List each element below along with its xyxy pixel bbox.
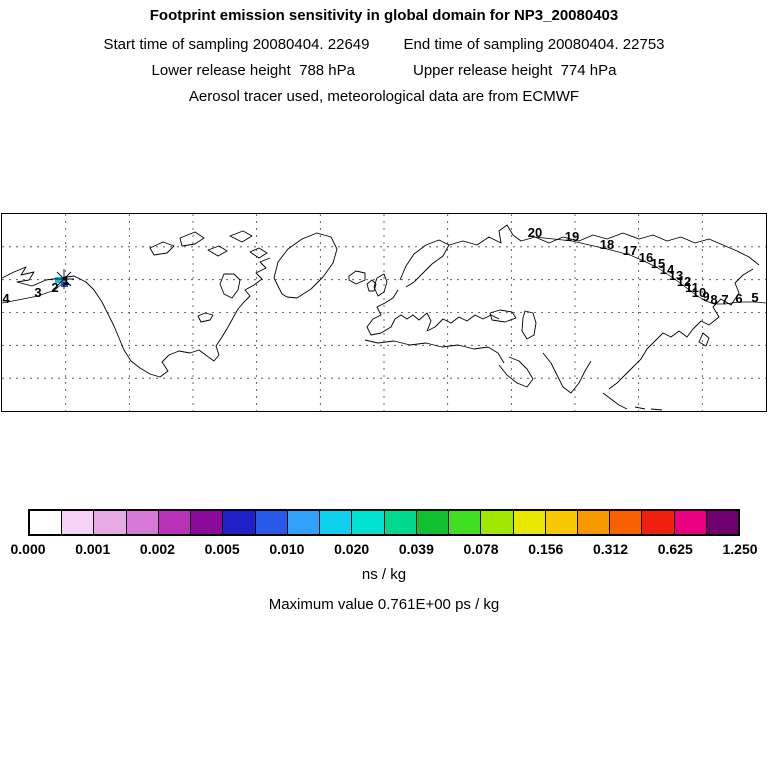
trajectory-hour-label: 13 [668, 267, 684, 283]
colorbar-segment [62, 511, 95, 534]
tracer-info-line: Aerosol tracer used, meteorological data… [0, 88, 768, 105]
colorbar-tick-label: 0.078 [463, 541, 499, 557]
trajectory-hour-label: 11 [685, 279, 699, 295]
colorbar-tick-label: 1.250 [722, 541, 758, 557]
trajectory-hour-label: 18 [599, 236, 615, 252]
trajectory-path [2, 236, 766, 305]
trajectory-hour-label: 6 [735, 290, 743, 306]
trajectory-hour-label: 15 [650, 255, 666, 271]
colorbar-segment [416, 511, 450, 534]
colorbar-segment [642, 511, 675, 534]
colorbar-units-label: ns / kg [361, 566, 407, 583]
colorbar-tick-label: 0.005 [204, 541, 240, 557]
release-height-line: Lower release height 788 hPa Upper relea… [0, 62, 768, 79]
figure-title: Footprint emission sensitivity in global… [149, 7, 619, 24]
release-star-icon [54, 269, 74, 289]
coastlines [2, 224, 760, 411]
trajectory-hour-label: 19 [564, 228, 580, 244]
colorbar-segment [287, 511, 321, 534]
colorbar-segment [545, 511, 578, 534]
sampling-time-line: Start time of sampling 20080404. 22649 E… [0, 36, 768, 53]
colorbar-tick-label: 0.000 [10, 541, 46, 557]
colorbar-segment [352, 511, 385, 534]
tracer-info-text: Aerosol tracer used, meteorological data… [188, 88, 580, 105]
trajectory-hour-label: 9 [702, 288, 710, 304]
colorbar-tick-label: 0.001 [75, 541, 111, 557]
trajectory-hour-label: 5 [751, 289, 759, 305]
colorbar-tick-label: 0.002 [139, 541, 175, 557]
trajectory-hour-label: 17 [622, 242, 638, 258]
colorbar [28, 509, 740, 536]
trajectory-hour-label: 1 [62, 272, 70, 288]
world-map-panel: 20 19 18 17 16 15 14 13 12 11 10 9 8 7 6 5 4 3 2 1 [1, 213, 767, 412]
colorbar-segment [30, 511, 63, 534]
trajectory-hour-label: 14 [659, 261, 675, 277]
colorbar-tick-labels: 0.000 0.001 0.002 0.005 0.010 0.020 0.039 0.078… [10, 541, 757, 557]
release-marker [54, 269, 74, 289]
colorbar-segment [610, 511, 643, 534]
colorbar-segment [577, 511, 611, 534]
colorbar-segment [449, 511, 482, 534]
colorbar-tick-label: 0.020 [334, 541, 370, 557]
trajectory-hour-label: 2 [51, 279, 59, 295]
colorbar-segment [384, 511, 417, 534]
trajectory-hour-label: 7 [721, 291, 729, 307]
world-map-svg [2, 214, 766, 411]
trajectory-hour-label: 12 [676, 273, 692, 289]
colorbar-segment [191, 511, 224, 534]
colorbar-tick-label: 0.625 [657, 541, 693, 557]
colorbar-segment [126, 511, 159, 534]
trajectory-hour-label: 16 [638, 249, 654, 265]
end-time-text: End time of sampling 20080404. 22753 [403, 36, 665, 53]
trajectory-hour-label: 10 [691, 284, 707, 300]
colorbar-segment [513, 511, 546, 534]
colorbar-segment [255, 511, 288, 534]
trajectory-hour-label: 4 [2, 290, 10, 306]
map-gridlines [2, 214, 766, 411]
colorbar-tick-label: 0.156 [528, 541, 564, 557]
lower-release-text: Lower release height 788 hPa [151, 62, 355, 79]
colorbar-tick-label: 0.312 [593, 541, 629, 557]
colorbar-segment [674, 511, 707, 534]
colorbar-segment [94, 511, 127, 534]
colorbar-tick-label: 0.010 [269, 541, 305, 557]
trajectory-hour-label: 3 [34, 284, 42, 300]
colorbar-segment [706, 511, 739, 534]
colorbar-tick-label: 0.039 [398, 541, 434, 557]
colorbar-segment [481, 511, 514, 534]
colorbar-segment [223, 511, 256, 534]
start-time-text: Start time of sampling 20080404. 22649 [103, 36, 370, 53]
colorbar-segment [158, 511, 192, 534]
max-value-label: Maximum value 0.761E+00 ps / kg [268, 596, 500, 613]
trajectory-hour-label: 8 [710, 291, 718, 307]
plume-cell-blue [61, 282, 68, 287]
upper-release-text: Upper release height 774 hPa [413, 62, 617, 79]
plume-cell-cyan [55, 277, 63, 283]
colorbar-segment [320, 511, 353, 534]
trajectory-hour-label: 20 [527, 224, 543, 240]
